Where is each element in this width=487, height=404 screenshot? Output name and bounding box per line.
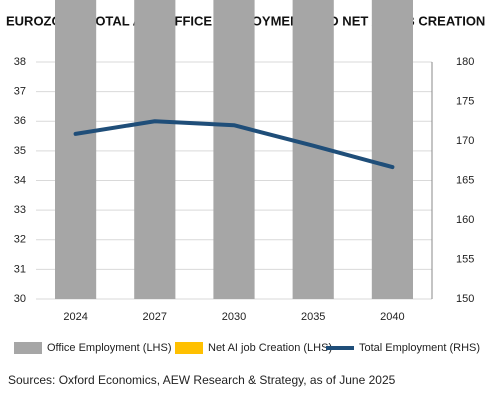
y2-tick-label: 165 — [456, 174, 474, 186]
y-tick-label: 37 — [14, 86, 26, 98]
bar-segment — [55, 0, 97, 299]
x-tick-label: 2024 — [63, 311, 87, 323]
y2-tick-label: 160 — [456, 214, 474, 226]
legend-swatch — [175, 342, 203, 354]
source-note: Sources: Oxford Economics, AEW Research … — [8, 373, 396, 387]
x-tick-label: 2027 — [143, 311, 167, 323]
y-tick-label: 30 — [14, 293, 26, 305]
y2-tick-label: 180 — [456, 56, 474, 68]
y-tick-label: 35 — [14, 145, 26, 157]
y-tick-label: 33 — [14, 204, 26, 216]
legend-label: Net AI job Creation (LHS) — [208, 342, 332, 354]
y2-tick-label: 150 — [456, 293, 474, 305]
bar-segment — [134, 0, 176, 300]
y-tick-label: 32 — [14, 234, 26, 246]
y-tick-label: 38 — [14, 56, 26, 68]
y-tick-label: 31 — [14, 263, 26, 275]
line-series — [73, 119, 395, 170]
legend-label: Office Employment (LHS) — [47, 342, 172, 354]
y2-tick-label: 175 — [456, 95, 474, 107]
y2-tick-label: 155 — [456, 253, 474, 265]
legend-swatch — [14, 342, 42, 354]
x-tick-label: 2035 — [301, 311, 325, 323]
x-tick-label: 2030 — [222, 311, 246, 323]
y2-tick-label: 170 — [456, 135, 474, 147]
bar-segment — [371, 0, 413, 299]
legend-label: Total Employment (RHS) — [359, 342, 480, 354]
y-tick-label: 36 — [14, 115, 26, 127]
bar-segment — [213, 0, 255, 299]
y-tick-label: 34 — [14, 174, 26, 186]
x-tick-label: 2040 — [380, 311, 404, 323]
